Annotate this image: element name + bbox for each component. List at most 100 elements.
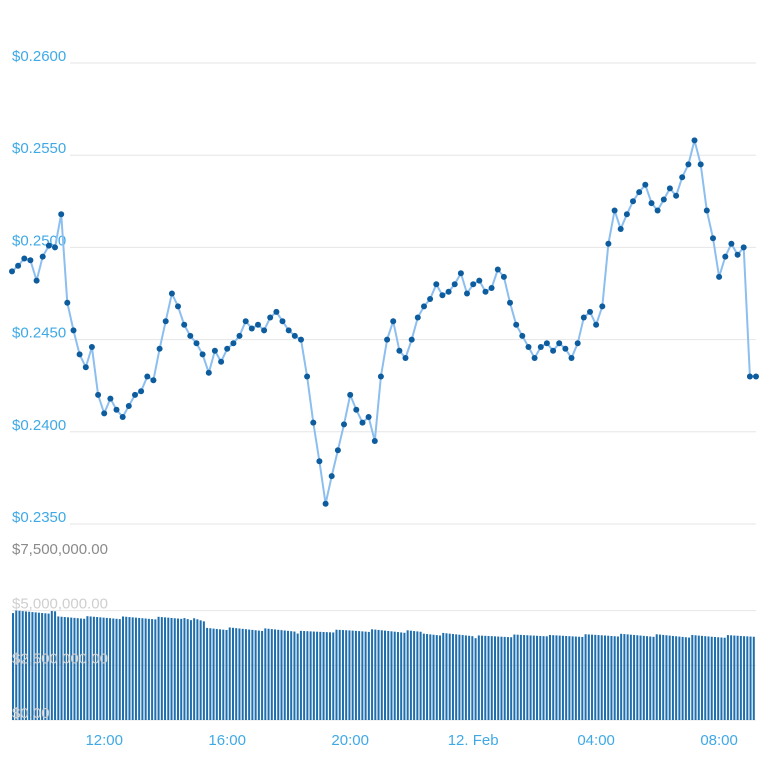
- volume-bar: [160, 617, 163, 720]
- volume-bar: [267, 628, 270, 720]
- volume-bar: [458, 634, 461, 720]
- volume-bar: [173, 618, 176, 720]
- volume-bar: [206, 627, 209, 720]
- volume-bar: [202, 621, 205, 720]
- price-line: [11, 140, 756, 504]
- volume-bar: [222, 629, 225, 720]
- price-point: [464, 290, 470, 297]
- volume-bar: [578, 636, 581, 720]
- price-point: [439, 292, 446, 299]
- price-point: [531, 355, 538, 361]
- price-point: [328, 473, 335, 480]
- volume-bar: [497, 636, 500, 720]
- volume-bar: [597, 635, 600, 720]
- volume-bar: [481, 635, 484, 720]
- price-point: [187, 332, 194, 339]
- price-point: [58, 211, 65, 218]
- volume-bar: [539, 635, 542, 720]
- volume-bar: [109, 618, 112, 720]
- volume-bar: [60, 616, 63, 720]
- volume-bar: [274, 629, 277, 720]
- volume-bar: [713, 636, 716, 720]
- volume-bar: [50, 611, 53, 720]
- price-point: [371, 438, 378, 444]
- volume-bar: [390, 631, 393, 720]
- volume-bar: [442, 632, 445, 720]
- volume-bar: [134, 617, 137, 720]
- price-point: [316, 458, 323, 465]
- volume-bar: [603, 635, 606, 720]
- price-point: [513, 321, 520, 328]
- price-point: [470, 281, 477, 288]
- volume-bar: [209, 628, 212, 720]
- volume-bar: [503, 636, 506, 720]
- volume-bar: [238, 628, 241, 720]
- price-point: [267, 314, 274, 321]
- volume-bar: [490, 636, 493, 720]
- volume-bar: [688, 637, 691, 720]
- volume-bar: [254, 630, 257, 720]
- volume-bar: [629, 634, 632, 720]
- volume-bar: [555, 635, 558, 720]
- volume-bar: [338, 629, 341, 720]
- volume-bar: [28, 611, 31, 720]
- price-axis-tick-label: $0.2600: [12, 48, 66, 65]
- volume-bar: [290, 631, 293, 720]
- volume-bar: [671, 635, 674, 720]
- volume-bar: [717, 637, 720, 720]
- price-point: [218, 358, 225, 365]
- price-point: [144, 373, 151, 380]
- price-point: [685, 161, 692, 168]
- volume-bar: [348, 630, 351, 720]
- price-point: [537, 344, 544, 350]
- price-point: [52, 244, 58, 251]
- volume-axis-tick-label: $7,500,000.00: [12, 541, 108, 558]
- volume-bar: [332, 632, 335, 720]
- volume-bar: [730, 635, 733, 720]
- volume-bar: [571, 636, 574, 720]
- price-point: [298, 336, 304, 343]
- price-point: [353, 406, 360, 413]
- volume-bar: [455, 634, 458, 720]
- volume-bar: [151, 619, 154, 720]
- price-point: [384, 336, 391, 343]
- price-point: [359, 419, 366, 426]
- price-point: [193, 340, 200, 347]
- volume-bar: [681, 636, 684, 720]
- volume-bar: [409, 630, 412, 720]
- volume-bar: [694, 635, 697, 720]
- volume-bar: [536, 635, 539, 720]
- price-point: [15, 262, 22, 269]
- volume-bar: [66, 617, 70, 720]
- volume-bar: [147, 618, 150, 720]
- volume-bar: [322, 632, 325, 720]
- volume-bar: [199, 620, 202, 720]
- price-point: [156, 345, 163, 352]
- volume-bar: [364, 631, 367, 720]
- volume-bar: [620, 633, 623, 720]
- price-point: [427, 296, 434, 302]
- volume-bar: [99, 617, 102, 720]
- volume-bar: [189, 620, 192, 720]
- price-point: [691, 137, 698, 144]
- price-point: [39, 253, 46, 260]
- volume-bar: [581, 636, 584, 720]
- volume-bar: [293, 631, 296, 720]
- price-point: [181, 321, 188, 328]
- volume-bar: [642, 635, 645, 720]
- price-point: [574, 340, 581, 347]
- volume-bar: [225, 630, 228, 720]
- price-point: [519, 332, 526, 339]
- price-point: [322, 500, 329, 507]
- volume-bar: [180, 618, 183, 720]
- volume-bar: [312, 631, 315, 720]
- volume-bar: [500, 636, 503, 720]
- volume-bar: [532, 635, 535, 720]
- volume-bar: [516, 634, 519, 720]
- volume-bar: [746, 636, 749, 720]
- volume-bar: [416, 631, 419, 720]
- price-point: [64, 299, 71, 306]
- price-point: [562, 345, 569, 352]
- price-point: [722, 253, 729, 260]
